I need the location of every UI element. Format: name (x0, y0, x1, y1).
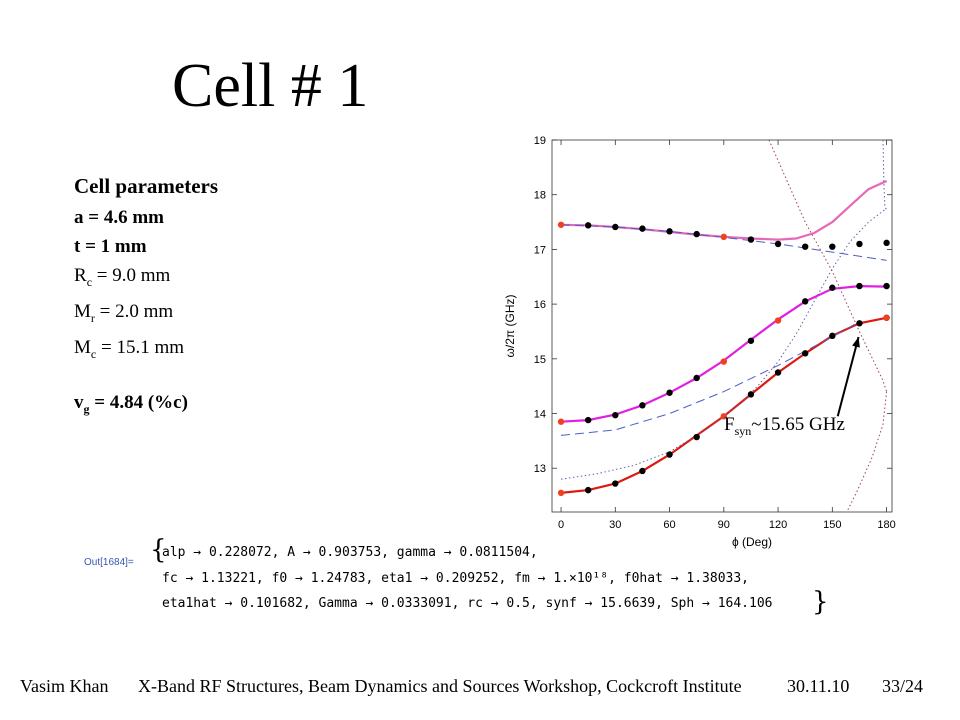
close-brace: } (812, 587, 829, 617)
series-line-6 (768, 140, 888, 392)
x-tick-label: 90 (718, 519, 730, 531)
data-point (856, 320, 863, 327)
fsyn-annotation: Fsyn~15.65 GHz (724, 414, 845, 438)
data-point (829, 284, 836, 291)
data-point (856, 282, 863, 290)
series-line-3 (560, 224, 887, 261)
series-line-0 (560, 316, 887, 494)
dispersion-chart: 0 30 60 90 120 150 180 13 14 15 16 17 18 19 ϕ (Deg) ω/2… (503, 135, 896, 549)
param-rc: Rc = 9.0 mm (74, 265, 171, 289)
data-point (612, 411, 619, 419)
data-point (883, 239, 890, 247)
data-point (720, 358, 728, 365)
data-point (693, 433, 700, 441)
open-brace: { (150, 535, 167, 565)
series-line-2 (560, 179, 888, 241)
param-t: t = 1 mm (74, 236, 147, 257)
data-point (747, 337, 755, 344)
data-point (584, 222, 592, 229)
data-point (801, 298, 809, 305)
data-point (720, 233, 728, 241)
data-point (693, 374, 700, 382)
footer-page: 33/24 (882, 676, 924, 696)
series-line-5 (560, 208, 887, 480)
data-point (720, 413, 728, 420)
data-point (557, 489, 565, 497)
data-point (829, 243, 836, 250)
x-tick-label: 60 (663, 519, 675, 531)
data-point (557, 221, 565, 228)
data-point (666, 451, 673, 458)
data-point (883, 314, 890, 321)
y-axis-label: ω/2π (GHz) (503, 295, 517, 358)
data-point (774, 317, 782, 324)
data-point (774, 369, 782, 376)
y-tick-label: 18 (534, 190, 546, 202)
footer-author: Vasim Khan (20, 676, 109, 696)
param-mr: Mr = 2.0 mm (74, 300, 174, 325)
x-tick-label: 180 (877, 519, 895, 531)
y-tick-label: 13 (534, 463, 546, 475)
data-point (666, 228, 673, 235)
x-tick-label: 120 (769, 519, 787, 531)
x-axis-label: ϕ (Deg) (732, 535, 772, 549)
data-point (801, 243, 809, 250)
data-point (639, 225, 646, 232)
param-a: a = 4.6 mm (74, 207, 164, 228)
param-vg: vg = 4.84 (%c) (74, 392, 188, 417)
y-tick-label: 19 (534, 135, 546, 147)
fsyn-arrowhead (852, 336, 860, 348)
x-tick-label: 150 (823, 519, 841, 531)
data-point (639, 402, 646, 409)
data-point (829, 332, 836, 340)
param-mc: Mc = 15.1 mm (74, 336, 185, 361)
y-tick-label: 15 (534, 354, 546, 366)
series-line-7 (846, 391, 888, 512)
output-label: Out[1684]= (84, 557, 134, 568)
data-point (557, 418, 565, 425)
data-point (584, 486, 592, 494)
plot-layer: 0 30 60 90 120 150 180 13 14 15 16 17 18 19 ϕ (Deg) ω/2… (503, 135, 896, 549)
fsyn-arrow (836, 336, 860, 417)
plot-frame (551, 139, 893, 513)
data-point (666, 389, 673, 396)
x-tick-label: 0 (558, 519, 564, 531)
series-line-1 (560, 284, 887, 423)
data-point (639, 467, 646, 475)
x-tick-label: 30 (609, 519, 621, 531)
series-line-4 (560, 321, 860, 436)
data-point (747, 236, 755, 243)
y-tick-label: 17 (534, 244, 546, 256)
data-point (774, 240, 782, 248)
y-tick-label: 14 (534, 409, 546, 421)
data-point (693, 230, 700, 238)
params-header: Cell parameters (74, 174, 219, 198)
data-point (612, 480, 619, 487)
data-point (801, 350, 809, 357)
data-point (584, 416, 592, 424)
cell-parameters: Cell parameters a = 4.6 mm t = 1 mm Rc =… (74, 174, 218, 424)
y-tick-label: 16 (534, 299, 546, 311)
output-line-2: fc → 1.13221, f0 → 1.24783, eta1 → 0.209… (162, 571, 749, 586)
slide-title: Cell # 1 (172, 52, 369, 120)
footer-date: 30.11.10 (787, 676, 850, 696)
footer-event: X-Band RF Structures, Beam Dynamics and … (138, 676, 742, 696)
output-line-3: eta1hat → 0.101682, Gamma → 0.0333091, r… (162, 596, 773, 611)
output-line-1: alp → 0.228072, A → 0.903753, gamma → 0.… (162, 545, 538, 560)
data-point (612, 223, 619, 231)
data-point (747, 391, 755, 398)
data-point (856, 240, 863, 248)
series-line-8 (882, 140, 888, 212)
data-point (883, 282, 890, 290)
